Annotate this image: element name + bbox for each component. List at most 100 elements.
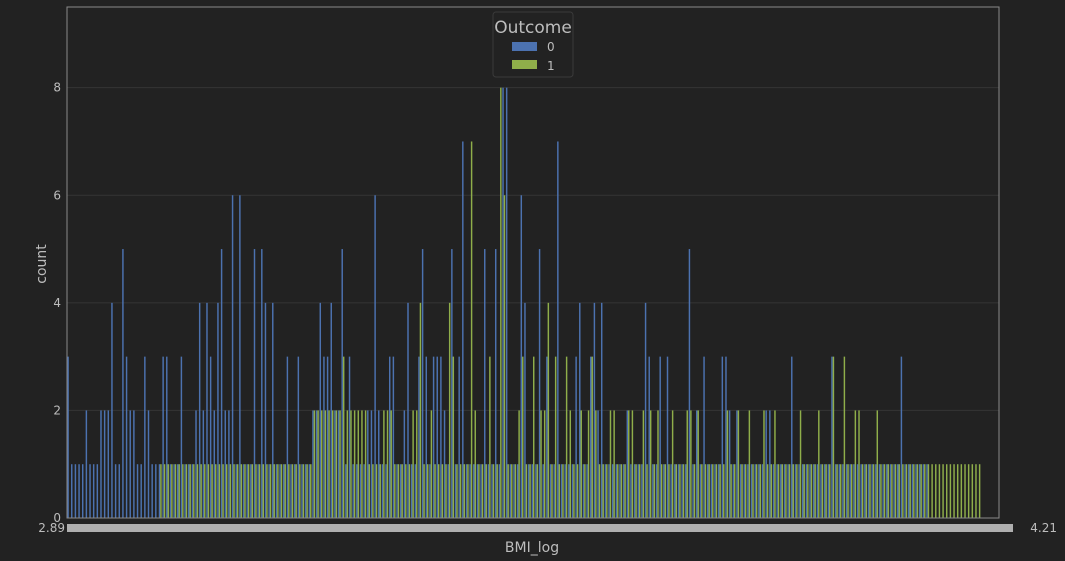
bar-series-1 xyxy=(755,464,758,518)
bar-series-1 xyxy=(430,410,433,518)
bar-series-1 xyxy=(595,410,597,518)
bar-series-1 xyxy=(850,464,853,518)
bar-series-0 xyxy=(494,249,497,519)
bar-series-0 xyxy=(765,410,767,518)
bar-series-0 xyxy=(849,464,851,518)
bar-series-0 xyxy=(173,464,175,518)
bar-series-1 xyxy=(383,410,385,518)
bar-series-0 xyxy=(370,410,373,518)
bar-series-0 xyxy=(414,464,417,518)
bar-series-1 xyxy=(386,410,389,518)
bar-series-0 xyxy=(187,464,190,518)
y-tick-labels: 0 2 4 6 8 xyxy=(53,81,61,525)
bar-series-0 xyxy=(396,464,398,518)
axes-frame xyxy=(66,6,1000,519)
bar-series-0 xyxy=(378,410,380,518)
bar-series-0 xyxy=(454,464,457,518)
bar-series-0 xyxy=(111,302,113,518)
bar-series-0 xyxy=(743,464,745,518)
bar-series-0 xyxy=(447,464,449,518)
bar-series-0 xyxy=(341,249,343,519)
bar-series-1 xyxy=(788,464,791,518)
bar-series-0 xyxy=(633,464,636,518)
bar-series-0 xyxy=(783,464,786,518)
bar-series-1 xyxy=(701,464,703,518)
bar-series-0 xyxy=(725,356,727,518)
bar-series-1 xyxy=(160,464,162,518)
bar-series-0 xyxy=(706,464,709,518)
bar-series-0 xyxy=(392,356,395,518)
bar-series-0 xyxy=(834,464,837,518)
bar-series-0 xyxy=(754,464,756,518)
bar-series-0 xyxy=(283,464,285,518)
bar-series-1 xyxy=(946,464,948,518)
bar-series-0 xyxy=(900,356,903,518)
bar-series-0 xyxy=(699,464,702,518)
bar-series-0 xyxy=(897,464,899,518)
bar-series-0 xyxy=(736,410,738,518)
bar-series-1 xyxy=(163,464,166,518)
bar-series-0 xyxy=(239,195,241,518)
bar-series-0 xyxy=(268,464,270,518)
bar-series-0 xyxy=(513,464,515,518)
bar-series-0 xyxy=(85,410,88,518)
bar-series-1 xyxy=(609,410,612,518)
bar-series-1 xyxy=(459,464,462,518)
bar-series-0 xyxy=(626,410,629,518)
bar-series-1 xyxy=(189,464,191,518)
bar-series-1 xyxy=(591,356,593,518)
bar-series-1 xyxy=(405,464,407,518)
bar-series-0 xyxy=(484,249,486,519)
bar-series-1 xyxy=(496,464,498,518)
bar-series-1 xyxy=(825,464,827,518)
y-axis-label: count xyxy=(34,244,50,284)
bar-series-1 xyxy=(953,464,955,518)
bar-series-0 xyxy=(487,464,490,518)
bar-series-0 xyxy=(553,464,555,518)
bar-series-1 xyxy=(807,464,809,518)
bar-series-1 xyxy=(353,410,356,518)
bar-series-0 xyxy=(666,356,669,518)
bar-series-1 xyxy=(463,464,466,518)
bar-series-1 xyxy=(233,464,235,518)
bar-series-1 xyxy=(507,464,509,518)
bar-series-1 xyxy=(416,410,418,518)
bar-series-0 xyxy=(144,356,146,518)
bar-series-0 xyxy=(348,356,351,518)
bar-series-1 xyxy=(730,464,732,518)
bar-series-0 xyxy=(805,464,808,518)
bar-series-0 xyxy=(776,464,778,518)
bar-series-1 xyxy=(883,464,886,518)
bar-series-0 xyxy=(904,464,906,518)
bar-series-0 xyxy=(136,464,139,518)
bar-series-0 xyxy=(882,464,884,518)
bar-series-1 xyxy=(978,464,981,518)
bar-series-0 xyxy=(264,302,267,518)
bar-series-0 xyxy=(641,464,643,518)
bar-series-0 xyxy=(875,464,877,518)
bar-series-0 xyxy=(440,356,442,518)
bar-series-1 xyxy=(478,464,480,518)
bar-series-0 xyxy=(648,356,650,518)
bar-series-1 xyxy=(310,464,312,518)
bar-series-1 xyxy=(872,464,875,518)
bar-series-1 xyxy=(211,464,213,518)
bar-series-1 xyxy=(573,464,575,518)
bar-series-1 xyxy=(171,464,173,518)
bar-series-0 xyxy=(798,464,800,518)
bar-series-0 xyxy=(418,356,420,518)
bar-series-0 xyxy=(717,464,720,518)
bar-series-1 xyxy=(291,464,294,518)
x-tick-band: 2.89 4.21 xyxy=(38,521,1057,535)
bar-series-0 xyxy=(224,410,226,518)
bar-series-1 xyxy=(810,464,813,518)
bar-series-1 xyxy=(697,410,699,518)
bar-series-0 xyxy=(509,464,512,518)
bar-series-0 xyxy=(505,87,508,519)
bar-series-1 xyxy=(511,464,513,518)
bar-series-1 xyxy=(236,464,239,518)
bar-series-1 xyxy=(821,464,824,518)
bar-series-0 xyxy=(542,464,544,518)
y-tick-label: 8 xyxy=(53,81,61,95)
